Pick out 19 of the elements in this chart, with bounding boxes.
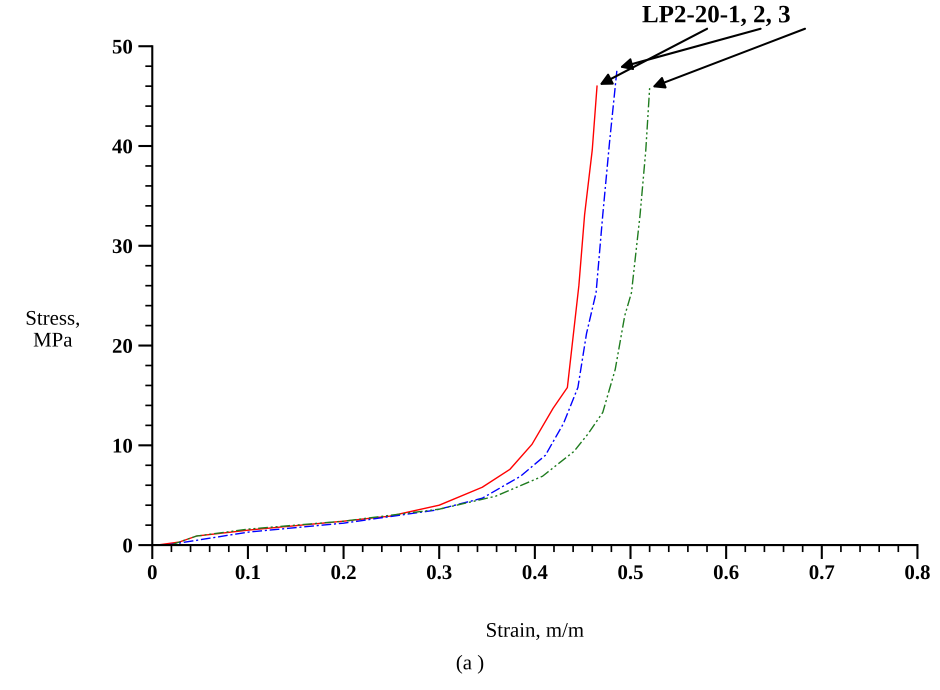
y-tick-label: 10 [114, 438, 132, 453]
y-tick-label: 50 [112, 40, 132, 54]
x-tick-label: 0.3 [426, 565, 452, 580]
x-tick-label: 0.6 [714, 565, 739, 580]
y-axis-title: Stress, MPa [26, 310, 79, 347]
x-tick-label: 0 [148, 565, 157, 580]
x-axis-title: Strain, m/m [487, 622, 584, 640]
x-tick-label: 0.1 [236, 565, 260, 580]
text: LP2-20-1, 2, 3 [642, 6, 790, 26]
x-tick-label: 0.4 [522, 565, 548, 580]
y-tick-label: 20 [112, 338, 132, 353]
y-tick-label: 0 [123, 538, 132, 553]
x-tick-label: 0.8 [905, 565, 930, 580]
y-tick-label: 40 [112, 139, 132, 154]
text: (a ) [456, 654, 484, 674]
y-tick-label: 30 [112, 239, 132, 254]
x-tick-label: 0.7 [810, 565, 834, 580]
x-tick-label: 0.2 [331, 565, 356, 580]
x-tick-label: 0.5 [618, 565, 643, 580]
